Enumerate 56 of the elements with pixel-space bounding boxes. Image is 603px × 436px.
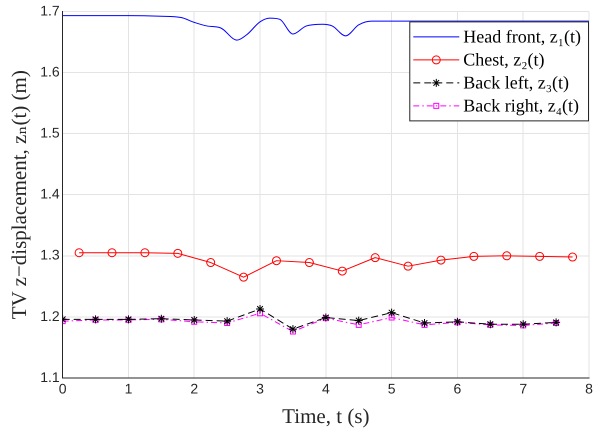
point <box>420 318 430 328</box>
point <box>304 258 314 268</box>
legend-label: Head front, z₁(t) <box>463 26 582 47</box>
x-tick-label: 0 <box>58 380 67 396</box>
y-tick-label: 1.6 <box>40 63 60 80</box>
x-tick-label: 7 <box>519 380 528 396</box>
point <box>224 320 230 326</box>
x-tick-label: 1 <box>124 380 133 396</box>
point <box>288 324 298 334</box>
point <box>356 322 362 328</box>
legend-label: Back left, z₃(t) <box>463 72 570 93</box>
point <box>518 320 528 329</box>
point <box>553 320 560 326</box>
y-tick-label: 1.1 <box>40 368 60 385</box>
point <box>388 314 395 320</box>
y-tick-label: 1.4 <box>40 186 60 202</box>
x-tick-label: 2 <box>190 380 198 396</box>
y-tick-label: 1.2 <box>40 308 60 324</box>
x-tick-label: 3 <box>256 380 264 396</box>
point <box>404 262 413 271</box>
point <box>552 318 561 327</box>
point <box>222 316 232 326</box>
x-tick-label: 4 <box>322 380 330 396</box>
point <box>535 252 544 261</box>
point <box>568 252 578 262</box>
x-tick-label: 5 <box>388 380 396 396</box>
point <box>502 251 512 260</box>
point <box>191 318 198 325</box>
point <box>140 248 150 258</box>
y-tick-label: 1.7 <box>40 2 60 18</box>
y-tick-label: 1.3 <box>40 246 60 263</box>
point <box>338 266 347 276</box>
y-tick-label: 1.5 <box>40 124 60 140</box>
point <box>239 272 248 282</box>
point <box>272 256 281 266</box>
point <box>190 315 199 324</box>
legend-label: Back right, z₄(t) <box>463 96 580 116</box>
point <box>354 316 364 326</box>
legend-label: Chest, z₂(t) <box>463 50 545 70</box>
point <box>290 328 296 335</box>
point <box>422 322 428 328</box>
point <box>520 322 526 328</box>
x-tick-label: 8 <box>585 380 594 396</box>
point <box>173 248 182 258</box>
x-tick-label: 6 <box>454 380 462 396</box>
x-axis-title: Time, t (s) <box>282 404 370 428</box>
point <box>206 258 216 268</box>
point <box>74 248 84 258</box>
point <box>256 304 265 314</box>
point <box>257 310 264 316</box>
point <box>370 253 380 262</box>
point <box>469 252 478 261</box>
point <box>108 248 117 258</box>
point <box>436 256 446 265</box>
y-axis-title: TV z−displacement, zₙ(t) (m) <box>7 70 32 320</box>
point <box>387 308 396 318</box>
